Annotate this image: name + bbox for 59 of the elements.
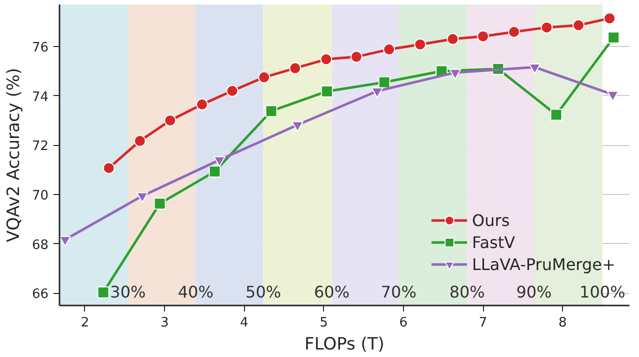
band-label: 100% (580, 282, 626, 302)
y-tick-label: 66 (32, 287, 49, 302)
legend-label: Ours (472, 210, 510, 231)
point (371, 87, 384, 98)
y-axis-title: VQAv2 Accuracy (%) (4, 68, 24, 242)
point (214, 156, 226, 167)
point (208, 166, 221, 178)
point (378, 76, 390, 88)
point (414, 38, 426, 50)
x-tick-label: 7 (478, 316, 488, 330)
point (446, 33, 459, 46)
band-label: 90% (516, 282, 552, 302)
y-tick-label: 74 (32, 90, 49, 105)
x-tick-label: 5 (320, 316, 328, 330)
band-label: 40% (178, 282, 214, 302)
y-tick-label: 68 (32, 238, 49, 253)
point (97, 286, 110, 298)
point (102, 162, 115, 174)
x-tick-label: 2 (80, 316, 90, 330)
point (383, 43, 396, 56)
point (608, 32, 620, 44)
x-tick-label: 6 (399, 316, 408, 330)
x-tick-label: 3 (160, 316, 169, 330)
point (226, 84, 238, 97)
band-label: 70% (380, 282, 416, 302)
point (540, 21, 553, 34)
point (449, 68, 462, 80)
point (289, 62, 302, 74)
point (60, 236, 72, 246)
point (528, 63, 541, 74)
point (550, 108, 562, 121)
x-tick-label: 8 (558, 316, 567, 330)
point (258, 71, 270, 84)
point (320, 85, 333, 98)
band-label: 60% (314, 282, 350, 302)
point (508, 26, 520, 38)
legend-label: LLaVA-PruMerge+ (472, 254, 616, 275)
point (154, 198, 166, 210)
point (477, 30, 490, 42)
point (320, 53, 332, 66)
point (350, 50, 362, 63)
point (604, 12, 616, 24)
point (572, 19, 585, 32)
point (606, 90, 619, 102)
point (292, 121, 304, 132)
y-tick-label: 72 (32, 139, 49, 154)
legend-label: FastV (472, 232, 516, 253)
band-label: 50% (246, 282, 282, 302)
y-tick-label: 70 (32, 188, 49, 204)
point (164, 114, 176, 126)
y-tick-label: 76 (32, 40, 49, 56)
band-label: 30% (110, 282, 146, 302)
point (134, 134, 146, 147)
x-axis-title: FLOPs (T) (304, 334, 384, 354)
x-tick-label: 4 (240, 316, 248, 330)
band-label: 80% (449, 282, 485, 302)
point (196, 98, 208, 110)
point (136, 192, 148, 203)
point (265, 105, 278, 118)
